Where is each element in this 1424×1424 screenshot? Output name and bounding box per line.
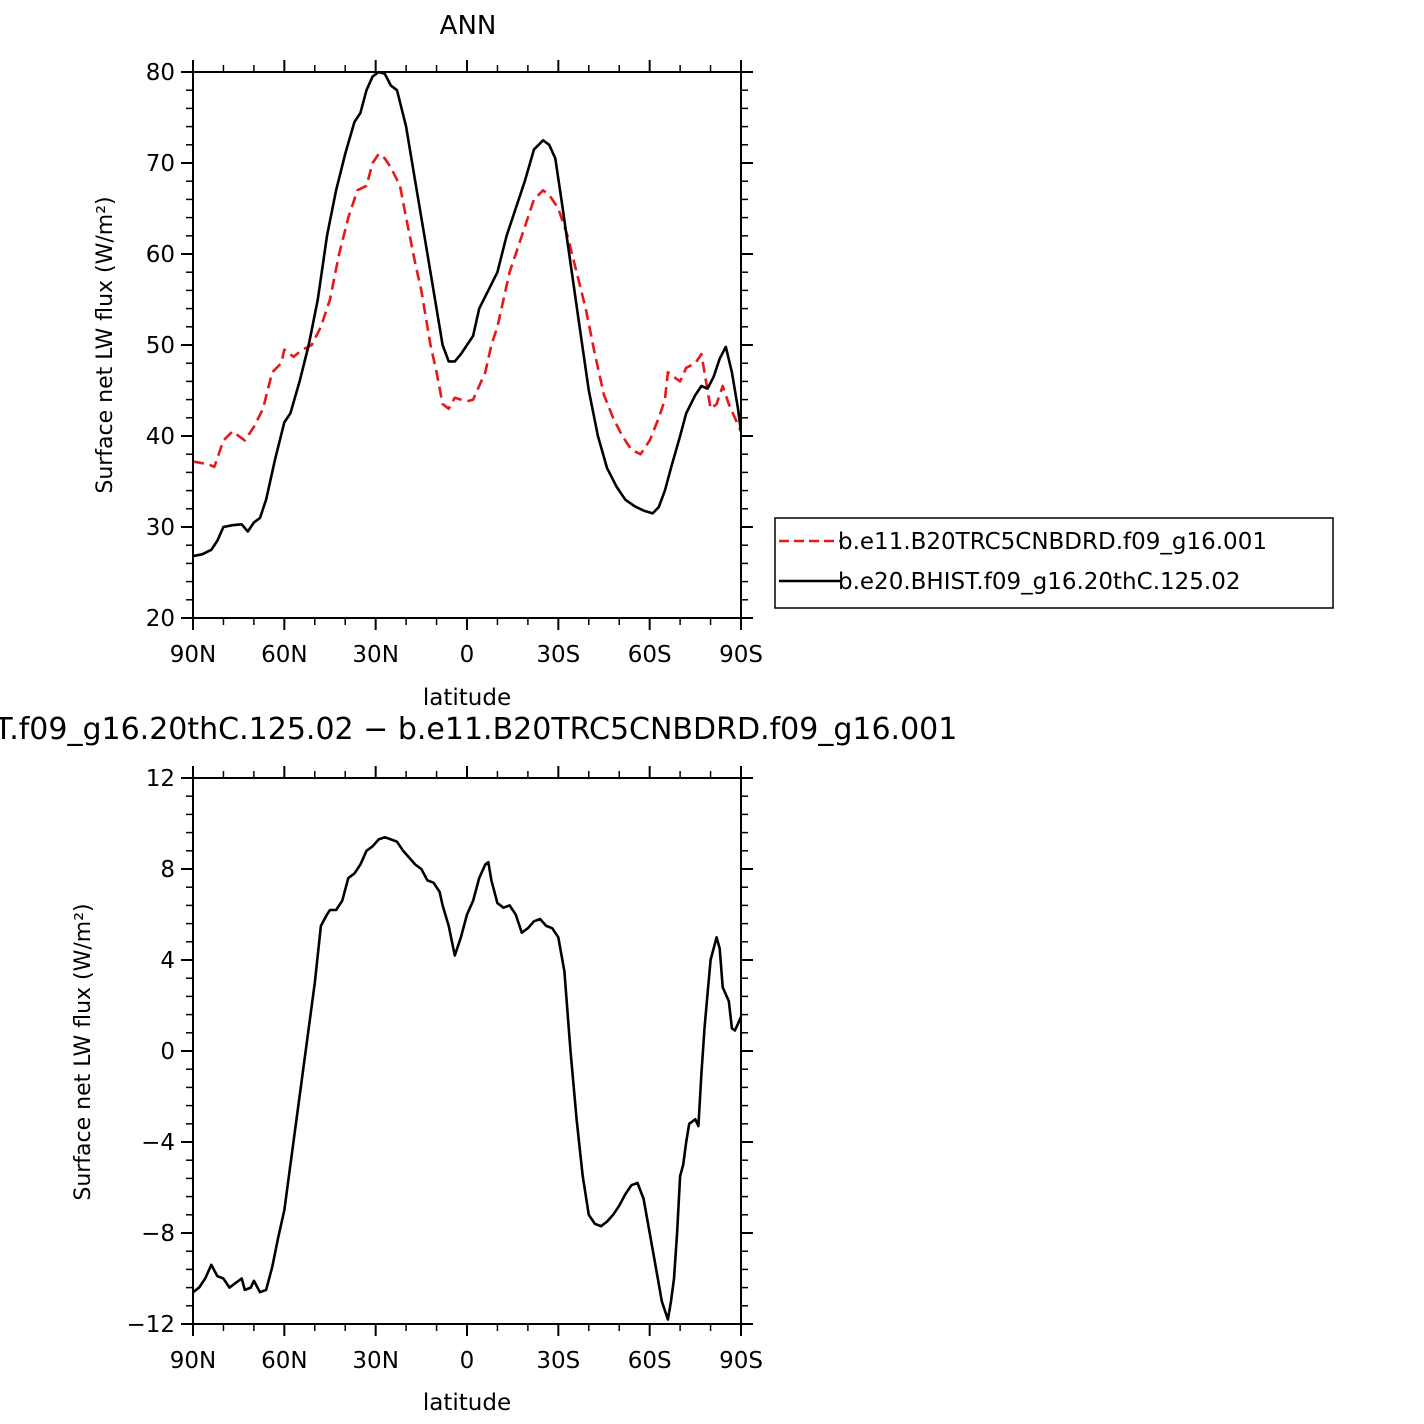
top-x-axis-label: latitude bbox=[423, 685, 511, 711]
top-panel: ANN 90N 60N 30N 0 30S 60S 90S 20 30 40 50 60 70 80 la… bbox=[93, 11, 1334, 711]
legend-label-series-1: b.e11.B20TRC5CNBDRD.f09_g16.001 bbox=[838, 529, 1267, 555]
bottom-y-tick-label: −8 bbox=[141, 1221, 175, 1247]
legend-label-series-2: b.e20.BHIST.f09_g16.20thC.125.02 bbox=[838, 569, 1240, 595]
bottom-y-tick-label: −4 bbox=[141, 1130, 175, 1156]
bottom-x-tick-label: 60N bbox=[261, 1348, 307, 1374]
top-y-tick-label: 30 bbox=[146, 515, 175, 541]
top-plot-area: 90N 60N 30N 0 30S 60S 90S 20 30 40 50 60 70 80 bbox=[146, 60, 763, 668]
top-y-tick-label: 50 bbox=[146, 333, 175, 359]
legend: b.e11.B20TRC5CNBDRD.f09_g16.001 b.e20.BH… bbox=[774, 517, 1334, 609]
top-x-tick-label: 60N bbox=[261, 642, 307, 668]
top-series-line-2 bbox=[193, 72, 741, 558]
bottom-plot-area: 90N 60N 30N 0 30S 60S 90S −12 −8 −4 0 4 8 12 bbox=[126, 766, 763, 1374]
bottom-x-tick-label: 90N bbox=[170, 1348, 216, 1374]
bottom-x-tick-label: 0 bbox=[460, 1348, 475, 1374]
bottom-y-tick-label: −12 bbox=[126, 1312, 175, 1338]
top-y-axis-label: Surface net LW flux (W/m²) bbox=[93, 196, 118, 493]
top-y-tick-label: 60 bbox=[146, 242, 175, 268]
top-x-tick-label: 60S bbox=[628, 642, 672, 668]
top-x-tick-label: 90N bbox=[170, 642, 216, 668]
bottom-y-tick-label: 12 bbox=[146, 766, 175, 792]
top-x-tick-label: 0 bbox=[460, 642, 475, 668]
top-x-tick-label: 90S bbox=[719, 642, 763, 668]
top-series-line-1 bbox=[193, 152, 741, 469]
bottom-y-tick-label: 0 bbox=[160, 1039, 175, 1065]
bottom-x-tick-label: 30N bbox=[352, 1348, 398, 1374]
bottom-chart-title: b.e20.BHIST.f09_g16.20thC.125.02 − b.e11… bbox=[0, 712, 957, 747]
bottom-x-tick-label: 60S bbox=[628, 1348, 672, 1374]
top-y-tick-label: 80 bbox=[146, 60, 175, 86]
bottom-x-axis-label: latitude bbox=[423, 1390, 511, 1416]
top-x-tick-label: 30S bbox=[536, 642, 580, 668]
bottom-series-line-1 bbox=[193, 835, 741, 1321]
top-y-tick-label: 70 bbox=[146, 151, 175, 177]
bottom-panel: b.e20.BHIST.f09_g16.20thC.125.02 − b.e11… bbox=[0, 712, 957, 1416]
top-y-tick-label: 40 bbox=[146, 424, 175, 450]
top-x-tick-label: 30N bbox=[352, 642, 398, 668]
bottom-plot-frame bbox=[192, 777, 742, 1325]
bottom-y-tick-label: 8 bbox=[160, 857, 175, 883]
top-y-tick-label: 20 bbox=[146, 606, 175, 632]
bottom-y-tick-label: 4 bbox=[160, 948, 175, 974]
top-chart-title: ANN bbox=[440, 11, 497, 41]
bottom-y-axis-label: Surface net LW flux (W/m²) bbox=[71, 903, 96, 1200]
bottom-x-tick-label: 30S bbox=[536, 1348, 580, 1374]
bottom-x-tick-label: 90S bbox=[719, 1348, 763, 1374]
legend-box bbox=[774, 517, 1334, 609]
